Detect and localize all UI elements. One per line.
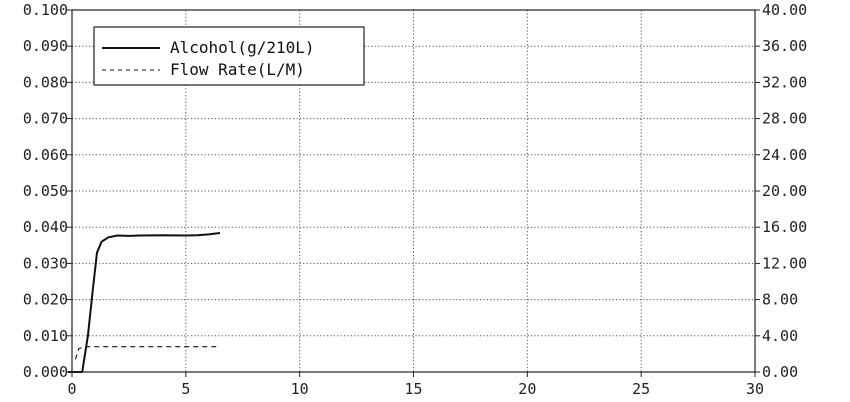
y2-tick-label: 24.00 — [762, 146, 807, 164]
y2-tick-label: 12.00 — [762, 254, 807, 272]
x-tick-label: 10 — [291, 380, 309, 398]
y-tick-label: 0.060 — [23, 146, 68, 164]
y-tick-label: 0.080 — [23, 73, 68, 91]
series-line-flow-rate — [74, 346, 220, 360]
x-tick-label: 25 — [632, 380, 650, 398]
y2-tick-label: 16.00 — [762, 218, 807, 236]
x-tick-label: 20 — [518, 380, 536, 398]
legend-label-flow-rate: Flow Rate(L/M) — [170, 60, 305, 79]
y-tick-label: 0.070 — [23, 110, 68, 128]
y-tick-label: 0.100 — [23, 1, 68, 19]
y-tick-label: 0.090 — [23, 37, 68, 55]
x-tick-label: 0 — [67, 380, 76, 398]
legend-box — [93, 26, 365, 86]
y-tick-label: 0.020 — [23, 291, 68, 309]
x-tick-label: 15 — [404, 380, 422, 398]
y2-tick-label: 28.00 — [762, 110, 807, 128]
x-tick-label: 30 — [746, 380, 764, 398]
y-tick-label: 0.000 — [23, 363, 68, 381]
y2-tick-label: 4.00 — [762, 327, 798, 345]
y2-tick-label: 20.00 — [762, 182, 807, 200]
legend: Alcohol(g/210L) Flow Rate(L/M) — [93, 26, 365, 86]
legend-label-alcohol: Alcohol(g/210L) — [170, 38, 315, 57]
y-tick-label: 0.040 — [23, 218, 68, 236]
y2-tick-label: 40.00 — [762, 1, 807, 19]
y-tick-label: 0.010 — [23, 327, 68, 345]
y2-tick-label: 0.00 — [762, 363, 798, 381]
grid-layer — [72, 10, 755, 372]
y2-tick-label: 36.00 — [762, 37, 807, 55]
series-line-alcohol — [68, 232, 221, 373]
y-tick-label: 0.030 — [23, 254, 68, 272]
axes-layer: 0 5 10 15 20 25 30 0.000 0.010 0.020 0.030 0.040 0.0… — [23, 1, 807, 398]
y2-tick-label: 8.00 — [762, 291, 798, 309]
x-tick-label: 5 — [181, 380, 190, 398]
plot-frame — [71, 9, 756, 373]
y-tick-label: 0.050 — [23, 182, 68, 200]
series-layer — [68, 232, 221, 373]
y2-tick-label: 32.00 — [762, 73, 807, 91]
